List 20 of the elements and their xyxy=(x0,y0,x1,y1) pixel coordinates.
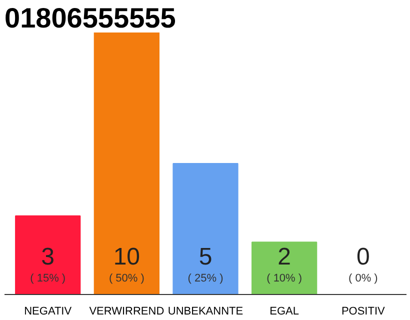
data-label: 5 xyxy=(198,244,212,270)
annotation: ( 25% ) xyxy=(188,272,224,284)
annotation: ( 50% ) xyxy=(108,272,144,284)
x-tick-label: NEGATIV xyxy=(24,306,72,318)
annotation: ( 15% ) xyxy=(30,272,66,284)
bar xyxy=(94,32,160,294)
data-label: 10 xyxy=(113,244,140,270)
bar xyxy=(15,215,81,294)
x-tick-label: EGAL xyxy=(270,306,300,318)
x-tick-label: UNBEKANNTE xyxy=(168,306,244,318)
annotation: ( 10% ) xyxy=(266,272,302,284)
x-tick-label: POSITIV xyxy=(341,306,386,318)
bar xyxy=(172,163,238,294)
x-tick-label: VERWIRREND xyxy=(89,306,164,318)
data-label: 0 xyxy=(356,244,370,270)
bar xyxy=(252,242,318,294)
annotation: ( 0% ) xyxy=(348,272,378,284)
chart-title: 01806555555 xyxy=(4,2,176,34)
data-label: 2 xyxy=(278,244,292,270)
data-label: 3 xyxy=(41,244,55,270)
